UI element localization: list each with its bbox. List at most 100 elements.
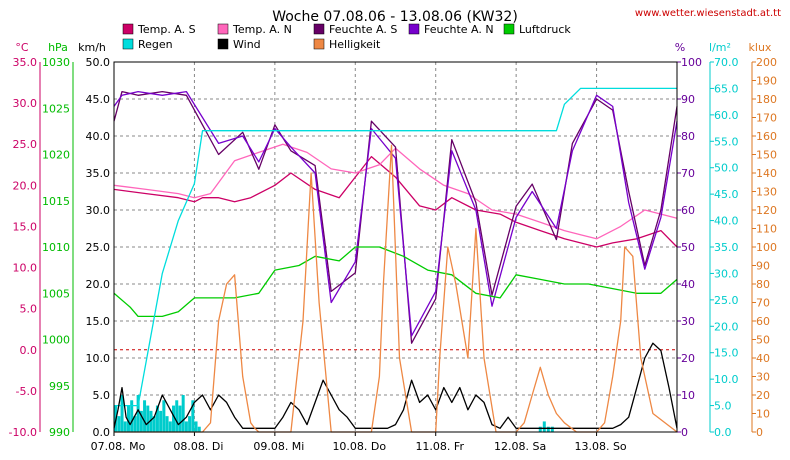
tick-label-wind: 50.0 [86,56,111,69]
legend-label: Wind [233,38,261,51]
tick-label-light: 50 [756,334,770,347]
tick-label-temp: 0.0 [20,344,38,357]
tick-label-rain: 10.0 [714,373,739,386]
rain-bar [197,426,201,432]
tick-label-light: 170 [756,112,777,125]
tick-label-rain: 50.0 [714,162,739,175]
tick-label-wind: 5.0 [93,389,111,402]
tick-label-humidity: 20 [681,352,695,365]
rain-bar [184,421,188,432]
rain-bar [117,416,121,432]
tick-label-light: 180 [756,93,777,106]
tick-label-light: 200 [756,56,777,69]
tick-label-pressure: 990 [49,426,70,439]
rain-bar [133,416,137,432]
rain-bar [546,426,550,432]
tick-label-light: 90 [756,260,770,273]
rain-bar [188,416,192,432]
tick-label-pressure: 1030 [42,56,70,69]
legend-swatch [217,38,229,50]
rain-bar [172,405,176,432]
tick-label-temp: 5.0 [20,303,38,316]
tick-label-humidity: 80 [681,130,695,143]
x-tick-label: 13.08. So [574,440,626,453]
tick-label-rain: 70.0 [714,56,739,69]
tick-label-wind: 45.0 [86,93,111,106]
series-line-helligkeit [114,144,678,433]
tick-label-pressure: 1020 [42,149,70,162]
x-tick-label: 12.08. Sa [494,440,546,453]
tick-label-light: 110 [756,223,777,236]
legend-label: Temp. A. N [232,23,292,36]
rain-bar [149,410,153,432]
tick-label-light: 80 [756,278,770,291]
tick-label-temp: 25.0 [13,138,38,151]
unit-temp: °C [15,41,29,54]
series-line-luftdruck [113,246,678,318]
tick-label-wind: 35.0 [86,167,111,180]
tick-label-light: 10 [756,408,770,421]
tick-label-temp: 15.0 [13,220,38,233]
tick-label-temp: 10.0 [13,262,38,275]
series-line-wind [113,342,678,429]
legend-swatch [313,38,325,50]
rain-bar [136,395,140,432]
series-line-feuchte-a-n [113,90,678,337]
tick-label-light: 70 [756,297,770,310]
legend-swatch [122,38,134,50]
tick-label-rain: 0.0 [714,426,732,439]
legend-label: Temp. A. S [137,23,196,36]
series-lines [113,87,678,433]
chart-title: Woche 07.08.06 - 13.08.06 (KW32) [272,9,518,25]
rain-bar [139,410,143,432]
tick-label-pressure: 995 [49,380,70,393]
legend-label: Luftdruck [519,23,571,36]
tick-label-pressure: 1025 [42,102,70,115]
rain-bar [538,426,542,432]
tick-label-temp: -5.0 [16,385,37,398]
series-line-feuchte-a-s [113,90,678,344]
tick-label-rain: 45.0 [714,188,739,201]
tick-label-pressure: 1005 [42,287,70,300]
gridlines [114,62,677,432]
tick-label-humidity: 50 [681,241,695,254]
tick-label-rain: 65.0 [714,82,739,95]
rain-bar [162,400,166,432]
tick-label-rain: 25.0 [714,294,739,307]
legend-swatch [122,23,134,35]
tick-label-humidity: 0 [681,426,688,439]
legend-label: Helligkeit [329,38,381,51]
rain-bar [143,400,147,432]
legend-swatch [408,23,420,35]
rain-bar [550,426,554,432]
tick-label-wind: 10.0 [86,352,111,365]
tick-label-humidity: 10 [681,389,695,402]
y-axes: -10.0 -5.0 0.0 5.0 10.0 15.0 20.0 25.0 30.0 35.0 9… [9,56,777,439]
tick-label-light: 140 [756,167,777,180]
tick-label-rain: 5.0 [714,400,732,413]
legend: Temp. A. S Temp. A. N Feuchte A. S Feuchte … [122,23,571,51]
tick-label-rain: 60.0 [714,109,739,122]
unit-humidity: % [675,41,685,54]
unit-rain: l/m² [709,41,731,54]
rain-bar [194,421,198,432]
tick-label-temp: 35.0 [13,56,38,69]
tick-label-pressure: 1010 [42,241,70,254]
rain-bar [168,421,172,432]
tick-label-wind: 0.0 [93,426,111,439]
tick-label-humidity: 90 [681,93,695,106]
plot-frame [113,61,678,433]
tick-label-wind: 15.0 [86,315,111,328]
legend-swatch [313,23,325,35]
tick-label-light: 40 [756,352,770,365]
legend-swatch [217,23,229,35]
tick-label-light: 190 [756,75,777,88]
rain-bar [123,421,127,432]
rain-bar [155,405,159,432]
tick-label-wind: 30.0 [86,204,111,217]
rain-bar [152,416,156,432]
tick-label-pressure: 1000 [42,334,70,347]
tick-label-rain: 15.0 [714,347,739,360]
tick-label-rain: 40.0 [714,215,739,228]
